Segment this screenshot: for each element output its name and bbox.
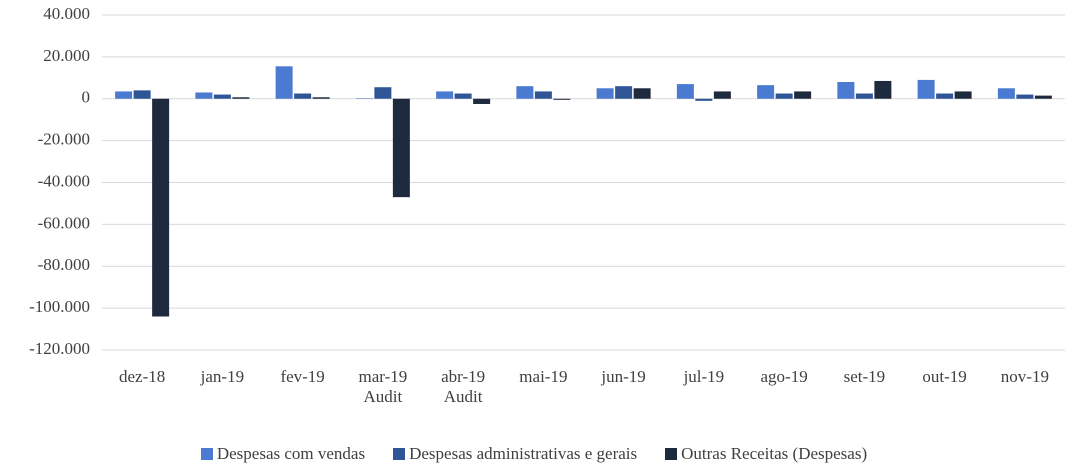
bar (133, 90, 151, 99)
bar (1016, 94, 1034, 99)
bar (392, 98, 410, 198)
bar (775, 93, 793, 99)
legend-swatch (393, 448, 406, 460)
y-tick-label: -100.000 (29, 297, 90, 316)
x-tick-label: jan-19 (200, 367, 245, 386)
legend-swatch (665, 448, 678, 460)
x-tick-label: set-19 (843, 367, 886, 386)
bar (713, 91, 731, 99)
bar (936, 93, 954, 99)
legend-swatch (200, 448, 213, 460)
x-tick-label: jun-19 (601, 367, 646, 386)
bar (837, 82, 855, 99)
x-tick-label: jul-19 (683, 367, 725, 386)
x-tick-label: abr-19 Audit (441, 367, 486, 406)
bar (454, 93, 472, 99)
bar (615, 86, 633, 99)
legend-item: Despesas com vendas (200, 444, 366, 464)
bar (855, 93, 873, 99)
bar (436, 91, 454, 99)
bar (355, 98, 373, 99)
bar (232, 97, 250, 99)
y-tick-label: -20.000 (38, 130, 90, 149)
x-tick-label: dez-18 (118, 367, 166, 386)
bar (312, 97, 330, 99)
y-tick-label: -80.000 (38, 255, 90, 274)
bar (534, 91, 552, 99)
bar (676, 84, 694, 99)
bar (695, 98, 713, 101)
y-tick-label: -120.000 (29, 339, 90, 358)
y-tick-label: 40.000 (43, 4, 90, 23)
legend-label: Despesas com vendas (216, 444, 366, 463)
legend: Despesas com vendas Despesas administrati… (0, 444, 1068, 464)
y-tick-label: -40.000 (38, 171, 90, 190)
bar (874, 80, 892, 99)
bar (152, 98, 170, 317)
bar (553, 98, 571, 100)
x-tick-label: mar-19 Audit (358, 367, 408, 406)
legend-item: Outras Receitas (Despesas) (665, 444, 867, 464)
bar (596, 88, 614, 99)
bar (275, 66, 293, 99)
bar (633, 88, 651, 99)
bar (516, 86, 534, 99)
bar (794, 91, 812, 99)
bar (997, 88, 1015, 99)
legend-label: Despesas administrativas e gerais (409, 444, 638, 463)
y-tick-label: 0 (82, 88, 91, 107)
x-tick-label: out-19 (922, 367, 967, 386)
y-tick-label: -60.000 (38, 213, 90, 232)
bar (294, 93, 312, 99)
legend-item: Despesas administrativas e gerais (393, 444, 637, 464)
x-tick-label: fev-19 (280, 367, 325, 386)
bar (917, 79, 935, 99)
x-tick-label: ago-19 (760, 367, 808, 386)
bar (757, 85, 775, 99)
legend-label: Outras Receitas (Despesas) (681, 444, 868, 463)
bar (374, 87, 392, 99)
bar (213, 94, 231, 99)
bar (954, 91, 972, 99)
bar (473, 98, 491, 104)
x-tick-label: nov-19 (1000, 367, 1049, 386)
bar (1034, 95, 1052, 99)
bar (195, 92, 213, 99)
bar (115, 91, 133, 99)
y-tick-label: 20.000 (43, 46, 90, 65)
x-tick-label: mai-19 (519, 367, 568, 386)
